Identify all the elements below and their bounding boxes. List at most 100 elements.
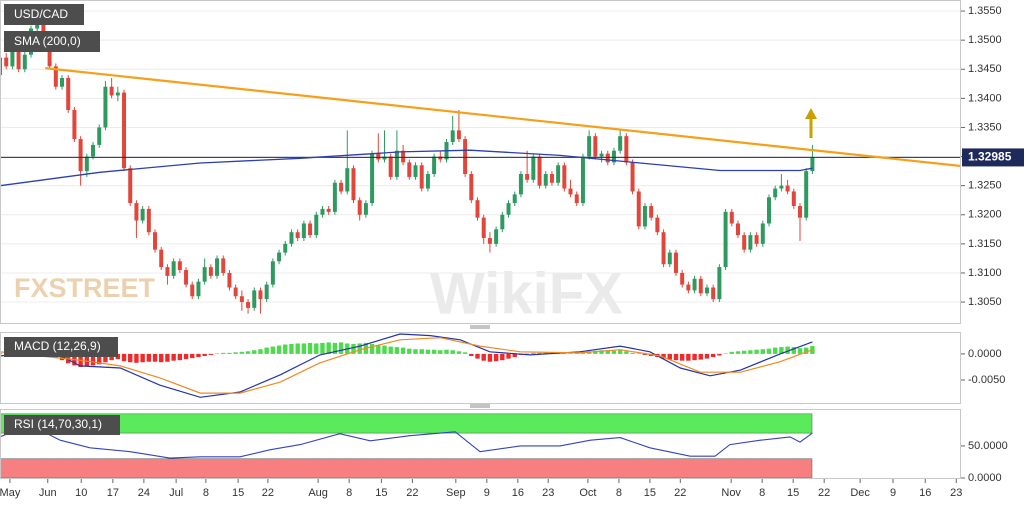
line <box>0 337 813 394</box>
histogram-bar <box>295 343 300 354</box>
histogram-bar <box>109 353 114 361</box>
rsi-frame <box>0 409 961 479</box>
candle-body <box>568 188 573 195</box>
candle-body <box>760 223 765 244</box>
line <box>0 333 813 398</box>
candle-body <box>146 208 151 233</box>
histogram-bar <box>394 347 400 354</box>
candle-body <box>295 232 300 239</box>
candle-body <box>165 267 170 276</box>
candle-body <box>10 51 15 67</box>
histogram-bar <box>252 350 257 354</box>
histogram-bar <box>804 347 809 354</box>
watermark: FXSTREET <box>14 273 156 303</box>
x-tick-label: 22 <box>818 487 830 499</box>
histogram-bar <box>221 352 226 354</box>
histogram-bar <box>636 353 641 354</box>
y-tick-label: 1.3450 <box>968 63 1002 75</box>
histogram-bar <box>444 349 449 354</box>
candle-body <box>723 211 728 268</box>
candle-body <box>227 272 232 288</box>
x-tick-label: Nov <box>721 487 741 499</box>
histogram-bar <box>642 353 648 355</box>
histogram-bar <box>270 346 276 354</box>
histogram-bar <box>481 353 486 361</box>
candle-body <box>202 267 207 282</box>
histogram-bar <box>524 353 530 354</box>
x-tick-label: Oct <box>579 487 596 499</box>
histogram-bar <box>710 353 716 358</box>
candle-body <box>388 156 393 177</box>
histogram-bar <box>469 353 474 356</box>
histogram-bar <box>419 349 424 354</box>
y-tick-label: 1.3350 <box>968 121 1002 133</box>
y-tick-label: 0.0000 <box>968 472 1002 484</box>
candle-body <box>401 150 406 163</box>
candle-body <box>599 153 604 157</box>
histogram-bar <box>140 353 145 363</box>
x-tick-label: 15 <box>232 487 244 499</box>
x-tick-label: 16 <box>512 487 524 499</box>
candle-body <box>729 211 734 224</box>
histogram-bar <box>717 353 722 356</box>
candle-body <box>438 156 443 160</box>
histogram-bar <box>301 343 307 354</box>
histogram-bar <box>307 342 313 354</box>
histogram-bar <box>171 353 176 361</box>
histogram-bar <box>754 349 759 354</box>
histogram-bar <box>103 353 108 363</box>
histogram-bar <box>214 353 220 354</box>
histogram-bar <box>245 351 251 354</box>
histogram-bar <box>388 346 393 354</box>
line <box>45 67 960 167</box>
histogram-bar <box>686 353 691 361</box>
histogram-bar <box>797 348 803 354</box>
candle-body <box>686 284 691 291</box>
candle-body <box>140 208 145 221</box>
histogram-bar <box>630 352 635 354</box>
candle-body <box>109 86 114 96</box>
candle-body <box>394 150 399 177</box>
candle-body <box>754 235 759 244</box>
resize-handle[interactable] <box>470 325 490 329</box>
candle-body <box>196 281 201 297</box>
candle-body <box>481 217 486 239</box>
candle-body <box>190 284 195 297</box>
candle-body <box>91 144 96 157</box>
candle-body <box>704 287 709 294</box>
histogram-bar <box>624 351 629 354</box>
candle-body <box>556 165 561 183</box>
histogram-bar <box>667 353 672 360</box>
candle-body <box>264 284 269 300</box>
histogram-bar <box>258 349 263 354</box>
title-box <box>4 4 84 25</box>
candle-body <box>630 162 635 192</box>
histogram-bar <box>704 353 710 359</box>
candle-body <box>649 206 654 218</box>
candle-body <box>419 165 424 189</box>
candle-body <box>184 270 189 285</box>
histogram-bar <box>407 348 412 354</box>
histogram-bar <box>152 353 158 362</box>
histogram-bar <box>239 351 245 354</box>
candle-body <box>525 174 530 180</box>
x-tick-label: 15 <box>375 487 387 499</box>
resize-handle[interactable] <box>470 404 490 408</box>
candle-body <box>66 77 71 110</box>
y-tick-label: 50.0000 <box>968 440 1008 452</box>
histogram-bar <box>512 353 517 358</box>
candle-body <box>475 200 480 218</box>
candle-body <box>804 171 809 218</box>
histogram-bar <box>562 353 567 354</box>
candle-body <box>72 109 77 140</box>
histogram-bar <box>320 342 325 354</box>
price-label-box <box>962 148 1024 167</box>
histogram-bar <box>233 352 238 354</box>
histogram-bar <box>431 349 437 354</box>
candle-body <box>587 136 592 157</box>
candle-body <box>549 174 554 183</box>
x-tick-label: Jun <box>39 487 57 499</box>
candle-body <box>153 232 158 250</box>
histogram-bar <box>289 343 294 354</box>
histogram-bar <box>475 353 480 359</box>
